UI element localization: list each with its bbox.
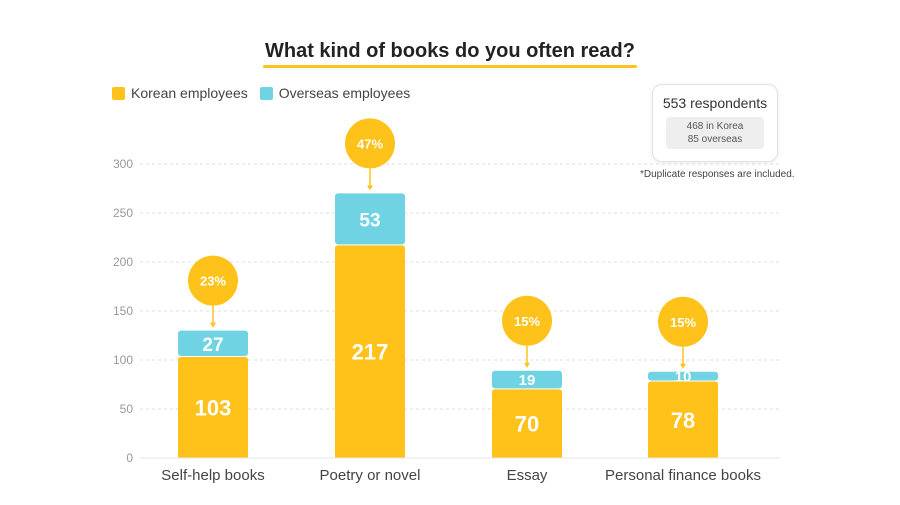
y-tick-label: 150	[113, 304, 133, 318]
bar-overseas-value: 53	[359, 210, 380, 231]
percent-pointer-arrow	[680, 363, 686, 369]
respondents-breakdown: 468 in Korea 85 overseas	[666, 117, 764, 149]
grid-lines	[140, 163, 780, 410]
bar-overseas	[648, 371, 718, 381]
bar-korean-value: 70	[515, 412, 539, 437]
y-tick-label: 50	[120, 402, 134, 416]
y-tick-label: 250	[113, 206, 133, 220]
y-axis: 0 50 100 150 200 250 300	[113, 157, 133, 465]
bar-korean	[648, 381, 718, 458]
x-category-label: Personal finance books	[605, 467, 761, 484]
legend-item-overseas: Overseas employees	[259, 85, 411, 101]
bars: 103 27 23% 217 53 47% 70 19 15% 78 10 15%	[178, 118, 718, 458]
legend-swatch-korean	[112, 86, 125, 100]
x-axis: Self-help books Poetry or novel Essay Perso…	[161, 467, 761, 484]
bar-korean-value: 103	[195, 396, 232, 421]
legend-item-korean: Korean employees	[112, 85, 248, 101]
percent-pointer-arrow	[210, 322, 216, 328]
bar-korean	[178, 357, 248, 458]
legend-label-overseas: Overseas employees	[278, 85, 411, 101]
legend-swatch-overseas	[259, 86, 273, 100]
x-category-label: Self-help books	[161, 467, 264, 484]
bar-overseas-value: 19	[519, 372, 536, 389]
y-tick-label: 100	[113, 353, 133, 367]
bar-overseas	[335, 193, 405, 245]
respondents-box: 553 respondents 468 in Korea 85 overseas	[652, 84, 778, 162]
respondents-total: 553 respondents	[662, 95, 768, 111]
bar-korean	[335, 245, 405, 458]
y-tick-label: 0	[126, 451, 133, 465]
percent-label: 23%	[200, 274, 226, 289]
chart-title: What kind of books do you often read?	[263, 40, 637, 68]
bar-overseas	[492, 370, 562, 389]
footnote: *Duplicate responses are included.	[640, 169, 795, 180]
legend: Korean employees Overseas employees	[112, 85, 410, 101]
percent-label: 15%	[670, 315, 696, 330]
percent-pointer-arrow	[524, 362, 530, 368]
bar-overseas	[178, 330, 248, 357]
percent-pointer-arrow	[367, 185, 373, 191]
percent-bubble	[658, 296, 708, 347]
percent-label: 15%	[514, 314, 540, 329]
bar-overseas-value: 10	[675, 369, 692, 386]
bar-korean	[492, 389, 562, 458]
bar-korean-value: 78	[671, 408, 695, 433]
respondents-korea: 468 in Korea	[686, 121, 744, 132]
percent-bubble	[188, 255, 238, 306]
bar-overseas-value: 27	[202, 335, 223, 356]
title-wrapper: What kind of books do you often read?	[0, 40, 900, 68]
bar-korean-value: 217	[352, 340, 389, 365]
percent-label: 47%	[357, 136, 383, 151]
legend-label-korean: Korean employees	[131, 85, 248, 101]
x-category-label: Essay	[507, 467, 548, 484]
y-tick-label: 200	[113, 255, 133, 269]
percent-bubble	[345, 118, 395, 169]
percent-bubble	[502, 295, 552, 346]
y-tick-label: 300	[113, 157, 133, 171]
respondents-overseas: 85 overseas	[687, 134, 743, 145]
x-category-label: Poetry or novel	[320, 467, 421, 484]
